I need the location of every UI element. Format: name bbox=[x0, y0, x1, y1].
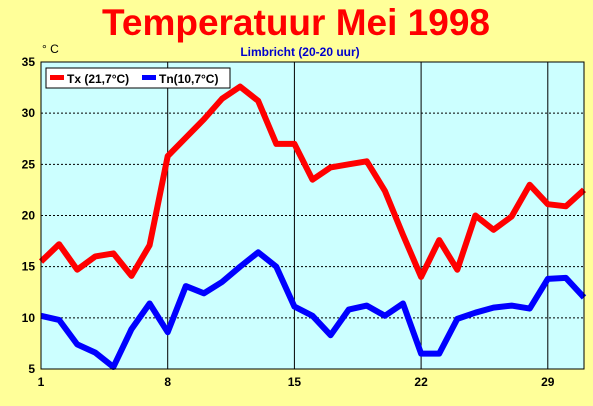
x-tick-label: 1 bbox=[38, 375, 45, 389]
x-tick-label: 22 bbox=[414, 375, 428, 389]
y-tick-label: 10 bbox=[22, 311, 36, 325]
chart-subtitle: Limbricht (20-20 uur) bbox=[240, 45, 359, 59]
y-tick-label: 35 bbox=[22, 55, 36, 69]
plot-border bbox=[40, 61, 585, 370]
x-tick-label: 8 bbox=[164, 375, 171, 389]
x-tick-label: 29 bbox=[541, 375, 555, 389]
series-layer bbox=[38, 83, 587, 370]
y-tick-label: 25 bbox=[22, 157, 36, 171]
y-tick-label: 15 bbox=[22, 260, 36, 274]
legend-swatch-tx bbox=[50, 75, 64, 80]
axis-labels: 5 10 15 20 25 30 35 1 8 15 22 29 bbox=[22, 55, 555, 389]
series-line-tn bbox=[40, 249, 587, 370]
series-line-tx bbox=[38, 83, 587, 280]
x-tick-label: 15 bbox=[288, 375, 302, 389]
y-tick-label: 5 bbox=[28, 362, 35, 376]
y-tick-label: 30 bbox=[22, 106, 36, 120]
legend: Tx (21,7°C) Tn(10,7°C) bbox=[45, 67, 231, 89]
legend-swatch-tn bbox=[142, 75, 156, 80]
y-tick-label: 20 bbox=[22, 209, 36, 223]
legend-label-tn: Tn(10,7°C) bbox=[159, 72, 218, 86]
legend-box bbox=[45, 67, 231, 89]
grid-layer bbox=[41, 62, 584, 369]
y-axis-unit-label: ° C bbox=[42, 42, 59, 56]
chart-title: Temperatuur Mei 1998 bbox=[102, 2, 490, 43]
legend-label-tx: Tx (21,7°C) bbox=[67, 72, 129, 86]
